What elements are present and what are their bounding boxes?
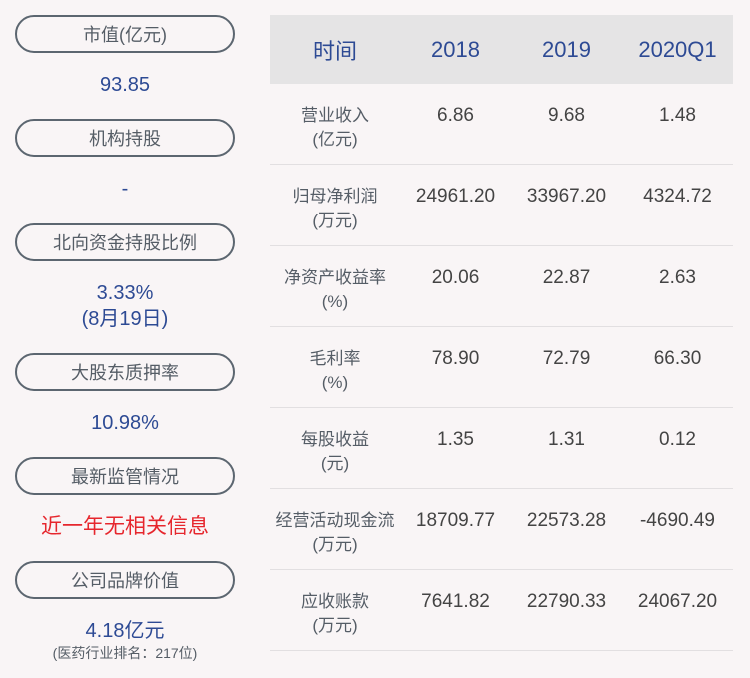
institutional-holding-value: - bbox=[121, 178, 129, 200]
row-label-text: 经营活动现金流 bbox=[275, 511, 395, 530]
regulation-value: 近一年无相关信息 bbox=[41, 515, 209, 538]
institutional-holding-label: 机构持股 bbox=[15, 119, 235, 157]
cell-value: 24067.20 bbox=[637, 591, 718, 612]
cell-value: 0.12 bbox=[659, 429, 696, 450]
institutional-holding-label-text: 机构持股 bbox=[89, 129, 161, 149]
row-label-text: 归母净利润 bbox=[292, 187, 378, 206]
header-2019: 2019 bbox=[542, 36, 591, 62]
row-label-text: 毛利率 bbox=[309, 349, 361, 368]
row-label: 归母净利润 (万元) bbox=[270, 185, 400, 233]
brand-value-value: 4.18亿元 bbox=[85, 620, 165, 642]
row-label-text: 净资产收益率 bbox=[284, 268, 386, 287]
row-unit: (亿元) bbox=[312, 130, 358, 149]
regulation-label-text: 最新监管情况 bbox=[71, 467, 179, 487]
financial-table: 时间 2018 2019 2020Q1 营业收入 (亿元) 6.86 9.68 1… bbox=[270, 15, 733, 651]
row-label-text: 营业收入 bbox=[301, 106, 369, 125]
brand-value-label: 公司品牌价值 bbox=[15, 561, 235, 599]
cell-value: 4324.72 bbox=[643, 186, 712, 207]
cell-value: 1.48 bbox=[659, 105, 696, 126]
northbound-ratio-label: 北向资金持股比例 bbox=[15, 223, 235, 261]
row-label: 应收账款 (万元) bbox=[270, 590, 400, 638]
row-label: 毛利率 (%) bbox=[270, 347, 400, 395]
northbound-ratio-label-text: 北向资金持股比例 bbox=[53, 233, 197, 253]
market-cap-label-text: 市值(亿元) bbox=[83, 25, 167, 45]
cell-value: 9.68 bbox=[548, 105, 585, 126]
cell-value: 1.31 bbox=[548, 429, 585, 450]
regulation-label: 最新监管情况 bbox=[15, 457, 235, 495]
row-unit: (%) bbox=[321, 292, 349, 311]
row-unit: (万元) bbox=[312, 211, 358, 230]
table-row-accounts-receivable: 应收账款 (万元) 7641.82 22790.33 24067.20 bbox=[270, 570, 733, 651]
market-cap-label: 市值(亿元) bbox=[15, 15, 235, 53]
cell-value: 18709.77 bbox=[415, 510, 496, 531]
cell-value: 72.79 bbox=[542, 348, 591, 369]
table-row-net-profit: 归母净利润 (万元) 24961.20 33967.20 4324.72 bbox=[270, 165, 733, 246]
table-row-roe: 净资产收益率 (%) 20.06 22.87 2.63 bbox=[270, 246, 733, 327]
row-unit: (元) bbox=[320, 454, 350, 473]
cell-value: 78.90 bbox=[431, 348, 480, 369]
cell-value: 6.86 bbox=[437, 105, 474, 126]
row-unit: (万元) bbox=[312, 535, 358, 554]
cell-value: -4690.49 bbox=[639, 510, 715, 531]
pledge-ratio-value: 10.98% bbox=[91, 412, 159, 434]
pledge-ratio-label-text: 大股东质押率 bbox=[71, 363, 179, 383]
pledge-ratio-label: 大股东质押率 bbox=[15, 353, 235, 391]
cell-value: 22.87 bbox=[542, 267, 591, 288]
header-time: 时间 bbox=[312, 38, 357, 64]
table-header: 时间 2018 2019 2020Q1 bbox=[270, 15, 733, 84]
header-2020q1: 2020Q1 bbox=[638, 36, 717, 62]
brand-value-rank-note: (医药行业排名：217位) bbox=[52, 645, 198, 661]
cell-value: 22573.28 bbox=[526, 510, 607, 531]
cell-value: 7641.82 bbox=[421, 591, 490, 612]
header-2018: 2018 bbox=[431, 36, 480, 62]
row-label: 营业收入 (亿元) bbox=[270, 104, 400, 152]
row-label: 每股收益 (元) bbox=[270, 428, 400, 476]
row-label: 经营活动现金流 (万元) bbox=[270, 509, 400, 557]
cell-value: 33967.20 bbox=[526, 186, 607, 207]
row-unit: (万元) bbox=[312, 616, 358, 635]
cell-value: 1.35 bbox=[437, 429, 474, 450]
cell-value: 66.30 bbox=[653, 348, 702, 369]
row-unit: (%) bbox=[321, 373, 349, 392]
table-row-operating-cash-flow: 经营活动现金流 (万元) 18709.77 22573.28 -4690.49 bbox=[270, 489, 733, 570]
row-label-text: 每股收益 bbox=[301, 430, 369, 449]
brand-value-label-text: 公司品牌价值 bbox=[71, 571, 179, 591]
cell-value: 20.06 bbox=[431, 267, 480, 288]
table-row-revenue: 营业收入 (亿元) 6.86 9.68 1.48 bbox=[270, 84, 733, 165]
market-cap-value: 93.85 bbox=[99, 74, 151, 96]
cell-value: 24961.20 bbox=[415, 186, 496, 207]
row-label-text: 应收账款 bbox=[301, 592, 369, 611]
row-label: 净资产收益率 (%) bbox=[270, 266, 400, 314]
table-row-gross-margin: 毛利率 (%) 78.90 72.79 66.30 bbox=[270, 327, 733, 408]
northbound-ratio-value: 3.33% bbox=[96, 282, 154, 304]
northbound-ratio-date: (8月19日) bbox=[81, 308, 169, 330]
cell-value: 22790.33 bbox=[526, 591, 607, 612]
table-row-eps: 每股收益 (元) 1.35 1.31 0.12 bbox=[270, 408, 733, 489]
cell-value: 2.63 bbox=[659, 267, 696, 288]
